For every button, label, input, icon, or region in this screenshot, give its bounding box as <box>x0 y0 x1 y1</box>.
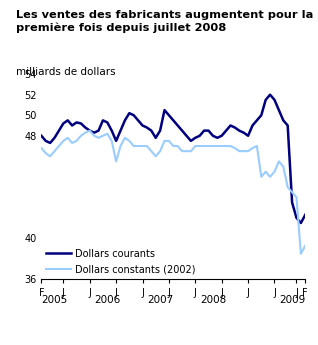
Text: milliards de dollars: milliards de dollars <box>16 67 115 77</box>
Dollars constants (2002) <box>273 170 276 174</box>
Dollars constants (2002) <box>136 144 140 148</box>
Dollars constants (2002) <box>105 132 109 136</box>
Dollars constants (2002) <box>202 144 206 148</box>
Dollars constants (2002) <box>299 252 303 256</box>
Dollars courants <box>180 129 184 133</box>
Text: 2007: 2007 <box>147 295 173 305</box>
Dollars courants <box>132 113 135 117</box>
Dollars courants <box>92 131 96 135</box>
Legend: Dollars courants, Dollars constants (2002): Dollars courants, Dollars constants (200… <box>46 249 196 275</box>
Dollars courants <box>268 92 272 97</box>
Dollars constants (2002) <box>97 136 100 140</box>
Dollars courants <box>198 134 202 138</box>
Dollars courants <box>101 118 105 122</box>
Text: 2005: 2005 <box>41 295 68 305</box>
Text: 2006: 2006 <box>94 295 121 305</box>
Text: Les ventes des fabricants augmentent pour la
première fois depuis juillet 2008: Les ventes des fabricants augmentent pou… <box>16 10 313 32</box>
Dollars courants <box>303 213 307 217</box>
Dollars courants <box>273 98 276 102</box>
Dollars courants <box>39 134 43 138</box>
Dollars constants (2002) <box>303 244 307 248</box>
Dollars courants <box>299 221 303 225</box>
Text: 2009: 2009 <box>279 295 305 305</box>
Dollars constants (2002) <box>88 129 92 133</box>
Line: Dollars courants: Dollars courants <box>41 95 305 223</box>
Dollars constants (2002) <box>184 149 188 153</box>
Dollars constants (2002) <box>39 146 43 150</box>
Text: 2008: 2008 <box>200 295 226 305</box>
Line: Dollars constants (2002): Dollars constants (2002) <box>41 131 305 254</box>
